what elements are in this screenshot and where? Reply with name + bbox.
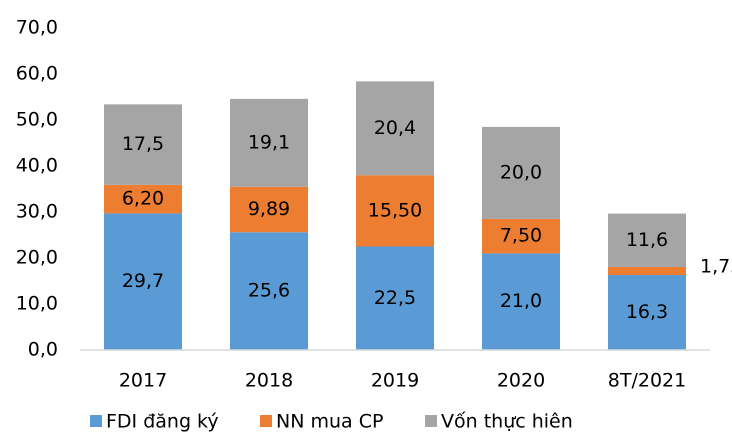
bar-segment <box>482 126 560 219</box>
data-label: 19,1 <box>248 131 290 153</box>
legend-label: Vốn thực hiên <box>441 411 573 433</box>
x-tick-label: 2018 <box>245 370 293 392</box>
data-label: 21,0 <box>500 290 542 312</box>
bar-segment <box>608 275 686 350</box>
legend-swatch <box>425 415 437 427</box>
bar-segment <box>104 104 182 185</box>
y-tick-label: 50,0 <box>16 109 58 131</box>
legend-label: NN mua CP <box>276 411 383 433</box>
data-label: 29,7 <box>122 270 164 292</box>
bar-segment <box>608 266 686 276</box>
data-label: 17,5 <box>122 133 164 155</box>
x-tick-label: 2017 <box>119 370 167 392</box>
y-tick-label: 40,0 <box>16 155 58 177</box>
y-tick-label: 0,0 <box>28 339 58 361</box>
data-label: 9,89 <box>248 198 290 220</box>
bar-segment <box>608 213 686 267</box>
bar-segment <box>356 81 434 176</box>
data-label: 25,6 <box>248 280 290 302</box>
data-label: 6,20 <box>122 188 164 210</box>
data-label: 20,0 <box>500 161 542 183</box>
y-tick-label: 60,0 <box>16 63 58 85</box>
bar-segment <box>104 184 182 214</box>
data-label: 7,50 <box>500 225 542 247</box>
x-tick-label: 2019 <box>371 370 419 392</box>
bar-segment <box>104 213 182 350</box>
bar-segment <box>482 253 560 350</box>
data-label: 22,5 <box>374 287 416 309</box>
bar-segment <box>230 98 308 187</box>
legend-label: FDI đăng ký <box>106 411 219 433</box>
data-label: 16,3 <box>626 301 668 323</box>
x-tick-label: 8T/2021 <box>608 370 686 392</box>
y-tick-label: 30,0 <box>16 201 58 223</box>
y-tick-label: 70,0 <box>16 17 58 39</box>
legend-swatch <box>260 415 272 427</box>
bar-segment <box>230 186 308 233</box>
data-label: 20,4 <box>374 117 416 139</box>
y-tick-label: 10,0 <box>16 293 58 315</box>
bar-segment <box>356 175 434 247</box>
data-label: 1,75 <box>700 255 732 277</box>
bar-segment <box>356 246 434 350</box>
bar-segment <box>230 232 308 350</box>
data-label: 15,50 <box>368 199 422 221</box>
data-label: 11,6 <box>626 229 668 251</box>
x-tick-label: 2020 <box>497 370 545 392</box>
bar-segment <box>482 218 560 254</box>
y-tick-label: 20,0 <box>16 247 58 269</box>
legend-swatch <box>90 415 102 427</box>
